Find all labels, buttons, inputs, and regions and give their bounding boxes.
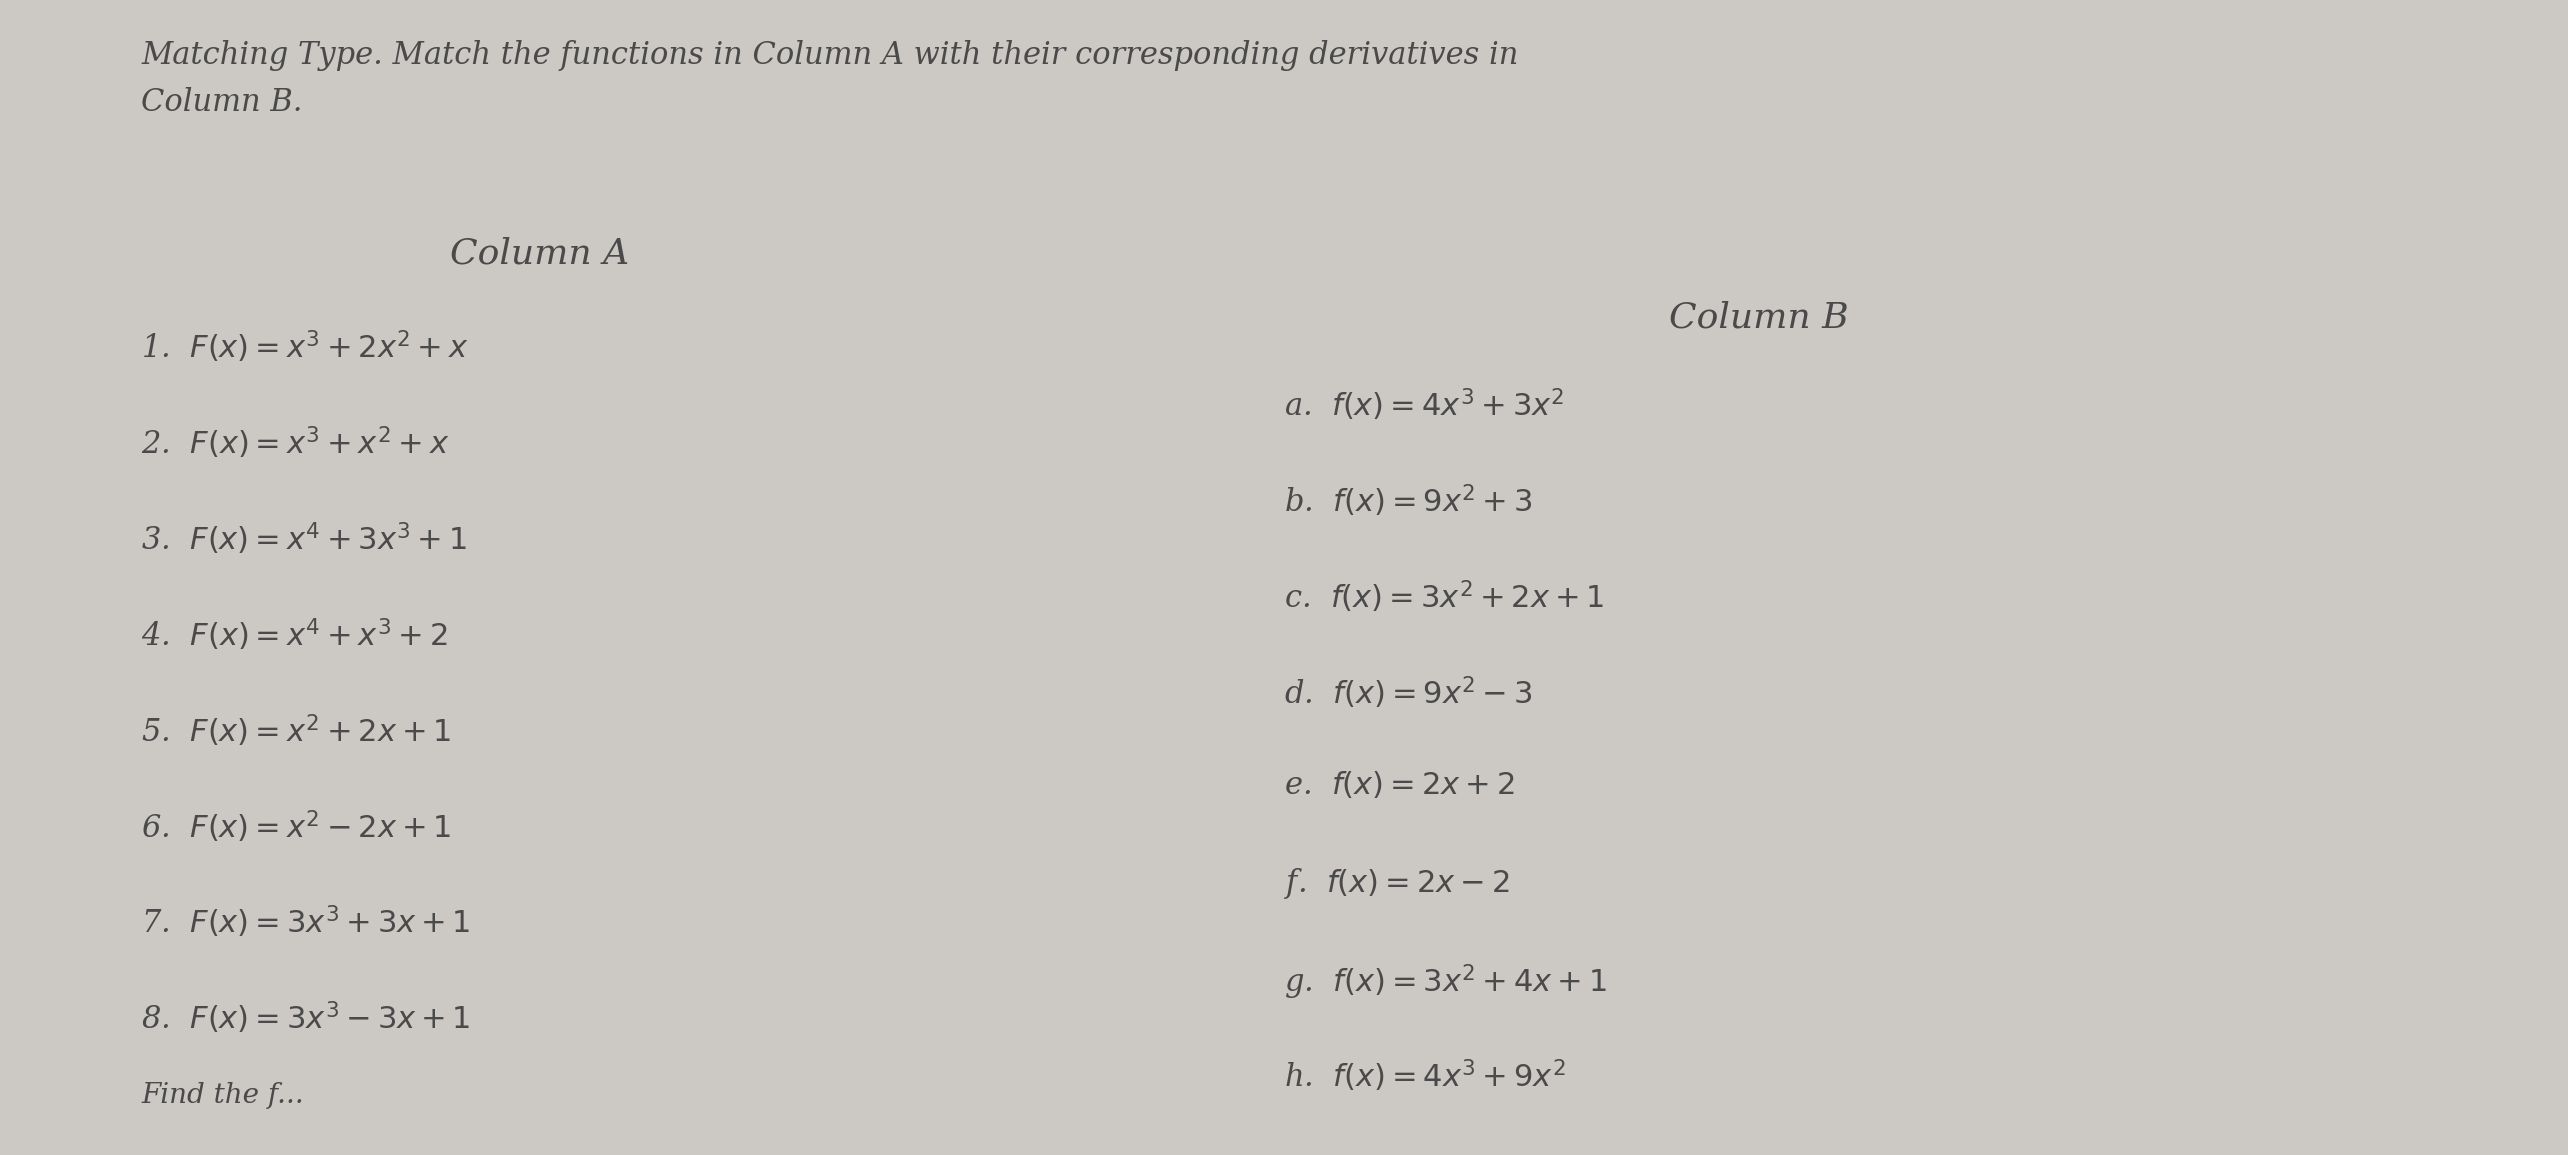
Text: 4.  $F(x) = x^4 + x^3 + 2$: 4. $F(x) = x^4 + x^3 + 2$ [141, 617, 447, 654]
Text: 6.  $F(x) = x^2 - 2x + 1$: 6. $F(x) = x^2 - 2x + 1$ [141, 808, 452, 845]
Text: 1.  $F(x) = x^3 + 2x^2 + x$: 1. $F(x) = x^3 + 2x^2 + x$ [141, 329, 470, 366]
Text: Find the f...: Find the f... [141, 1082, 303, 1109]
Text: Column B.: Column B. [141, 87, 303, 118]
Text: c.  $f(x) = 3x^2 + 2x + 1$: c. $f(x) = 3x^2 + 2x + 1$ [1284, 579, 1605, 616]
Text: 5.  $F(x) = x^2 + 2x + 1$: 5. $F(x) = x^2 + 2x + 1$ [141, 713, 452, 750]
Text: a.  $f(x) = 4x^3 + 3x^2$: a. $f(x) = 4x^3 + 3x^2$ [1284, 387, 1564, 424]
Text: 7.  $F(x) = 3x^3 + 3x + 1$: 7. $F(x) = 3x^3 + 3x + 1$ [141, 904, 470, 941]
Text: Matching Type. Match the functions in Column A with their corresponding derivati: Matching Type. Match the functions in Co… [141, 40, 1518, 72]
Text: f.  $f(x) = 2x - 2$: f. $f(x) = 2x - 2$ [1284, 866, 1510, 901]
Text: 3.  $F(x) = x^4 + 3x^3 + 1$: 3. $F(x) = x^4 + 3x^3 + 1$ [141, 521, 467, 558]
Text: h.  $f(x) = 4x^3 + 9x^2$: h. $f(x) = 4x^3 + 9x^2$ [1284, 1058, 1566, 1095]
Text: 8.  $F(x) = 3x^3 - 3x + 1$: 8. $F(x) = 3x^3 - 3x + 1$ [141, 1000, 470, 1037]
Text: d.  $f(x) = 9x^2 - 3$: d. $f(x) = 9x^2 - 3$ [1284, 675, 1533, 711]
Text: g.  $f(x) = 3x^2 + 4x + 1$: g. $f(x) = 3x^2 + 4x + 1$ [1284, 962, 1608, 1001]
Text: b.  $f(x) = 9x^2 + 3$: b. $f(x) = 9x^2 + 3$ [1284, 483, 1533, 520]
Text: 2.  $F(x) = x^3 + x^2 + x$: 2. $F(x) = x^3 + x^2 + x$ [141, 425, 449, 462]
Text: Column B: Column B [1669, 300, 1849, 334]
Text: Column A: Column A [449, 237, 629, 270]
Text: e.  $f(x) = 2x + 2$: e. $f(x) = 2x + 2$ [1284, 770, 1515, 802]
